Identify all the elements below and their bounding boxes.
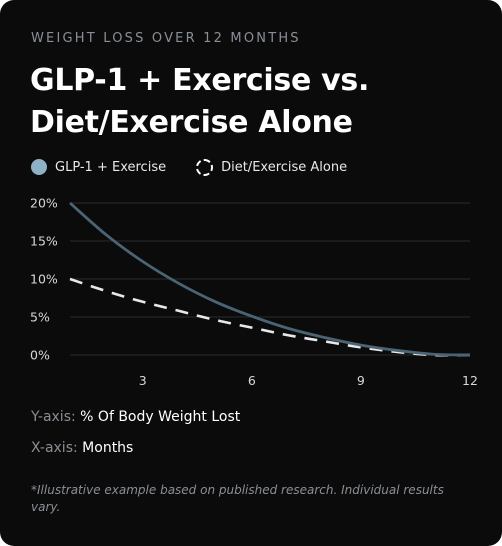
y-tick-label-0: 0% (30, 348, 50, 363)
y-axis-key: Y-axis: (31, 409, 76, 425)
chart-grid (70, 202, 470, 356)
x-tick-label-12: 12 (462, 373, 478, 388)
x-axis-note: X-axis: Months (31, 440, 133, 456)
legend-item-diet: Diet/Exercise Alone (196, 158, 348, 176)
y-tick-label-15: 15% (30, 234, 58, 249)
x-tick-label-9: 9 (357, 373, 365, 388)
y-tick-label-20: 20% (30, 196, 58, 211)
legend-item-glp1: GLP-1 + Exercise (31, 159, 166, 175)
y-axis-value: % Of Body Weight Lost (80, 409, 241, 425)
chart-title: GLP-1 + Exercise vs. Diet/Exercise Alone (30, 63, 370, 140)
y-axis-note: Y-axis: % Of Body Weight Lost (31, 409, 240, 425)
legend-label-diet: Diet/Exercise Alone (221, 159, 348, 175)
legend-swatch-solid-icon (31, 159, 47, 175)
x-tick-label-3: 3 (139, 373, 147, 388)
y-tick-label-5: 5% (30, 310, 50, 325)
chart-legend: GLP-1 + Exercise Diet/Exercise Alone (31, 157, 377, 177)
x-axis-value: Months (82, 440, 134, 456)
legend-swatch-dashed-icon (196, 158, 214, 176)
footnote: *Illustrative example based on published… (31, 483, 444, 514)
y-tick-label-10: 10% (30, 272, 58, 287)
line-chart: 0% 5% 10% 15% 20% 3 6 9 12 (30, 196, 478, 389)
legend-label-glp1: GLP-1 + Exercise (55, 159, 167, 175)
chart-eyebrow: WEIGHT LOSS OVER 12 MONTHS (31, 31, 301, 46)
x-axis-key: X-axis: (31, 440, 78, 456)
series-line-glp-1-exercise (69, 201, 471, 357)
chart-lines (69, 201, 471, 357)
chart-tick-labels: 0% 5% 10% 15% 20% 3 6 9 12 (30, 196, 478, 389)
x-tick-label-6: 6 (248, 373, 256, 388)
series-line-diet-exercise-alone (69, 277, 471, 357)
